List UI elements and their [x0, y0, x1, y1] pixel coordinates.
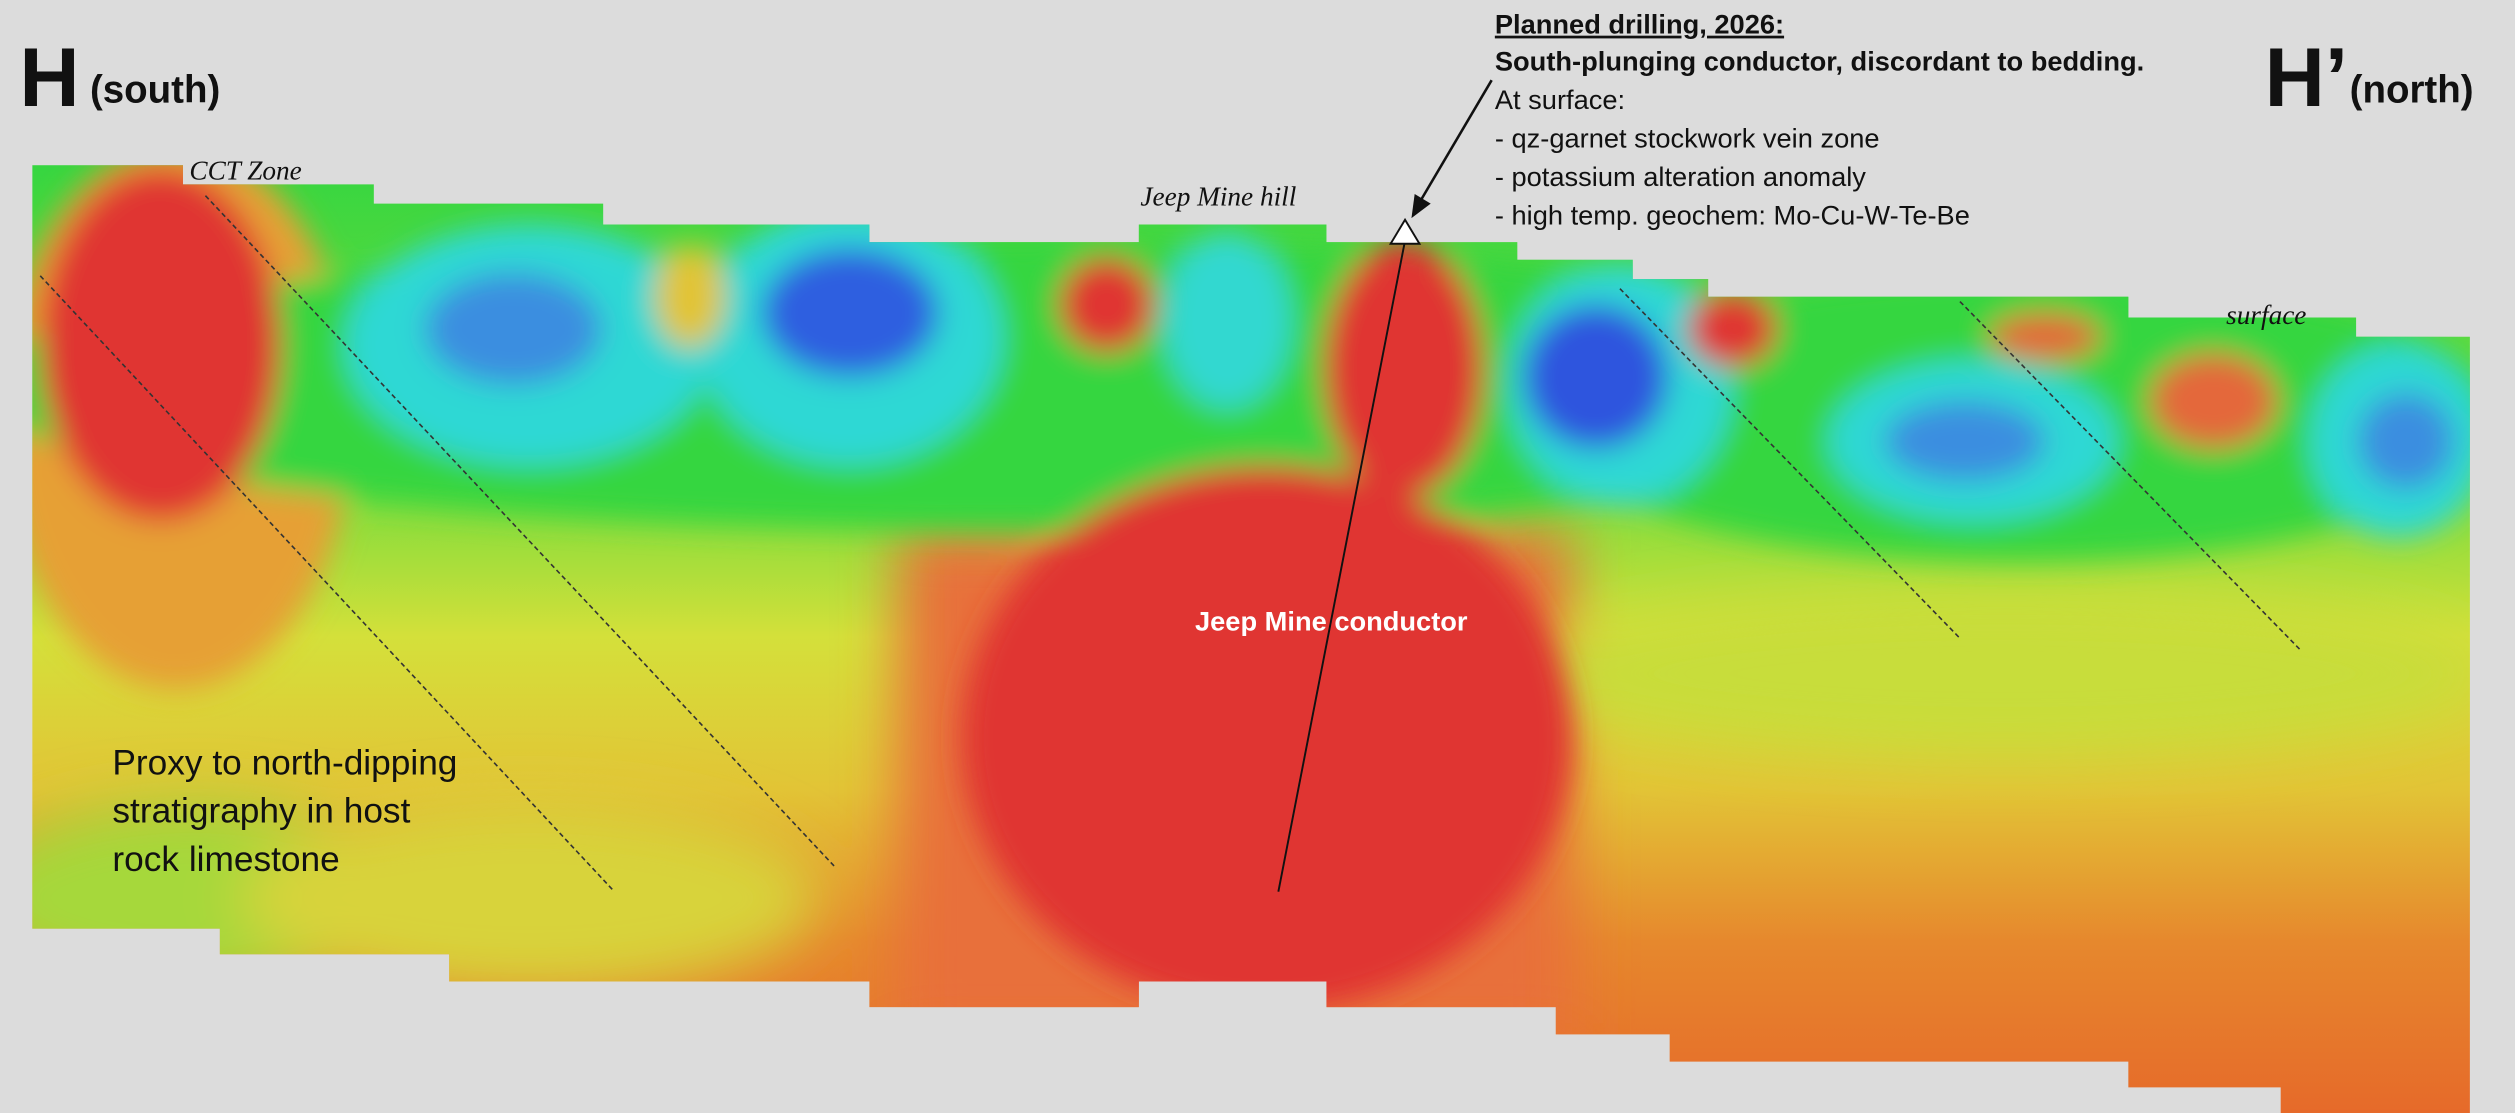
labels: H (south) H’ (north) CCT Zone Jeep Mine hill s…: [19, 9, 2473, 879]
zone-label: CCT Zone: [189, 156, 301, 186]
conductor-label: Jeep Mine conductor: [1195, 605, 1468, 636]
callout-arrow: [1416, 79, 1493, 206]
section-end-letter: H: [19, 31, 79, 124]
drill-trace: [1277, 240, 1406, 892]
surface-label: surface: [2226, 300, 2306, 330]
annotation-subtitle: South-plunging conductor, discordant to …: [1495, 46, 2144, 77]
arrow-head: [1411, 194, 1431, 219]
section-end-direction: (south): [90, 69, 220, 112]
note-line: rock limestone: [112, 840, 339, 879]
drill-collar: [1388, 217, 1422, 245]
hill-label: Jeep Mine hill: [1140, 181, 1296, 211]
annotation-item: - high temp. geochem: Mo-Cu-W-Te-Be: [1495, 200, 1970, 231]
note-line: Proxy to north-dipping: [112, 744, 457, 783]
section-end-direction: (north): [2350, 69, 2474, 112]
section-end-letter: H’: [2265, 31, 2348, 124]
annotation-item: - potassium alteration anomaly: [1495, 161, 1866, 192]
annotation-title: Planned drilling, 2026:: [1495, 9, 1784, 40]
dip-lines: [39, 195, 2303, 893]
annotation-line: At surface:: [1495, 84, 1625, 115]
note-line: stratigraphy in host: [112, 792, 410, 831]
annotation-item: - qz-garnet stockwork vein zone: [1495, 123, 1880, 154]
resistivity-section: [32, 165, 2470, 1113]
